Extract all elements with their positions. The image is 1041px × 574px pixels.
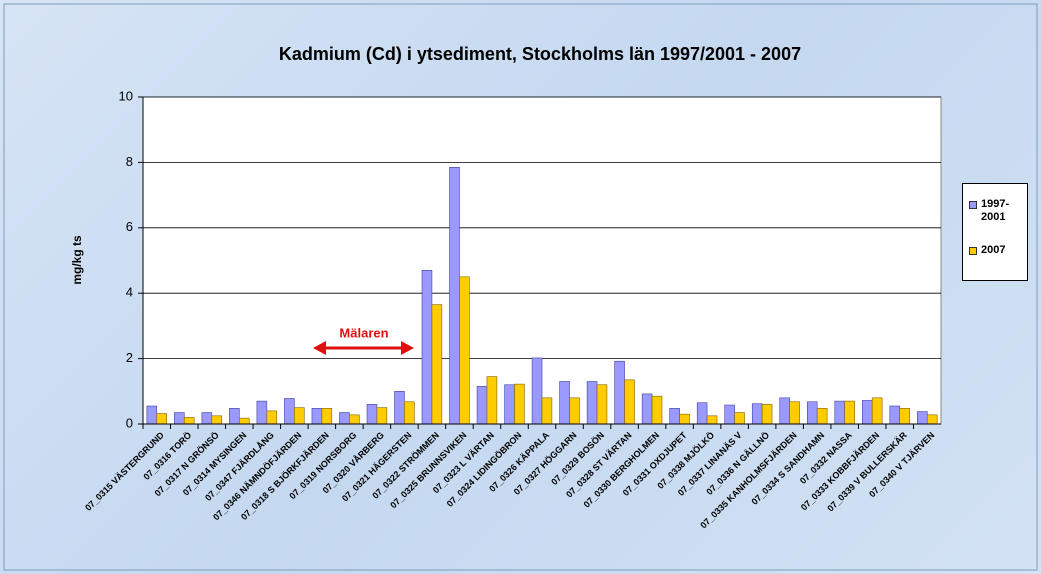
bar (834, 400, 845, 425)
frame (3, 3, 1038, 571)
bar (431, 304, 443, 425)
bar (816, 408, 828, 425)
bar (789, 401, 800, 425)
legend: 1997-2001 2007 (962, 183, 1028, 281)
legend-item: 1997-2001 (969, 198, 1019, 224)
bar (256, 400, 268, 425)
bar (679, 413, 690, 425)
chart-title: Kadmium (Cd) i ytsediment, Stockholms lä… (279, 44, 801, 64)
bar (211, 415, 222, 425)
bar (229, 408, 240, 425)
bar (404, 401, 415, 425)
annotation-arrow (313, 341, 414, 355)
bar (284, 398, 295, 425)
bar (201, 412, 213, 425)
bar (899, 408, 910, 425)
bar (586, 381, 598, 425)
bar (339, 412, 350, 425)
bar (183, 417, 195, 425)
bar (146, 405, 158, 425)
bar (569, 397, 580, 425)
bar (917, 411, 928, 425)
bar (624, 379, 635, 425)
y-axis-label: mg/kg ts (70, 235, 84, 285)
bar (349, 414, 360, 425)
bar (669, 408, 680, 425)
bar (514, 383, 525, 425)
bar (239, 417, 250, 425)
bar (376, 407, 388, 425)
bar (734, 412, 745, 425)
bar (724, 404, 735, 425)
bar (174, 412, 185, 425)
bar (871, 397, 883, 425)
y-tick-label: 8 (126, 154, 133, 169)
bar (449, 167, 460, 425)
bar (806, 401, 818, 425)
bar (614, 360, 625, 425)
y-tick-label: 10 (119, 88, 133, 103)
bar (266, 410, 278, 425)
legend-swatch (969, 247, 977, 255)
bar (889, 405, 901, 425)
bar (476, 386, 488, 425)
y-tick-label: 2 (126, 350, 133, 365)
bar (294, 407, 305, 425)
bar (559, 381, 570, 425)
bar (504, 384, 515, 425)
bar (459, 276, 470, 425)
bar (651, 395, 663, 425)
bar (696, 402, 708, 425)
legend-swatch (969, 201, 977, 209)
bar (779, 397, 790, 425)
y-tick-label: 0 (126, 415, 133, 430)
bar (706, 415, 718, 425)
annotation: Mälaren (339, 325, 388, 340)
bar (761, 404, 773, 425)
bar (541, 397, 553, 425)
y-tick-label: 6 (126, 219, 133, 234)
bar (421, 270, 433, 425)
legend-label: 2007 (981, 244, 1006, 256)
legend-label: 1997-2001 (981, 198, 1010, 223)
bar (844, 400, 855, 425)
legend-item: 2007 (969, 244, 1019, 257)
bar (321, 408, 333, 425)
y-tick-label: 4 (126, 285, 133, 300)
bar (394, 390, 405, 425)
bar (596, 384, 608, 425)
bar (641, 393, 653, 425)
bar (156, 413, 167, 425)
bar (486, 376, 498, 425)
bar (311, 408, 323, 425)
bar (366, 404, 378, 425)
bar (531, 357, 543, 425)
bar (926, 414, 938, 425)
bar (751, 403, 763, 425)
x-tick-label: 07_0316 TORÖ (141, 430, 193, 482)
bar (862, 400, 873, 425)
